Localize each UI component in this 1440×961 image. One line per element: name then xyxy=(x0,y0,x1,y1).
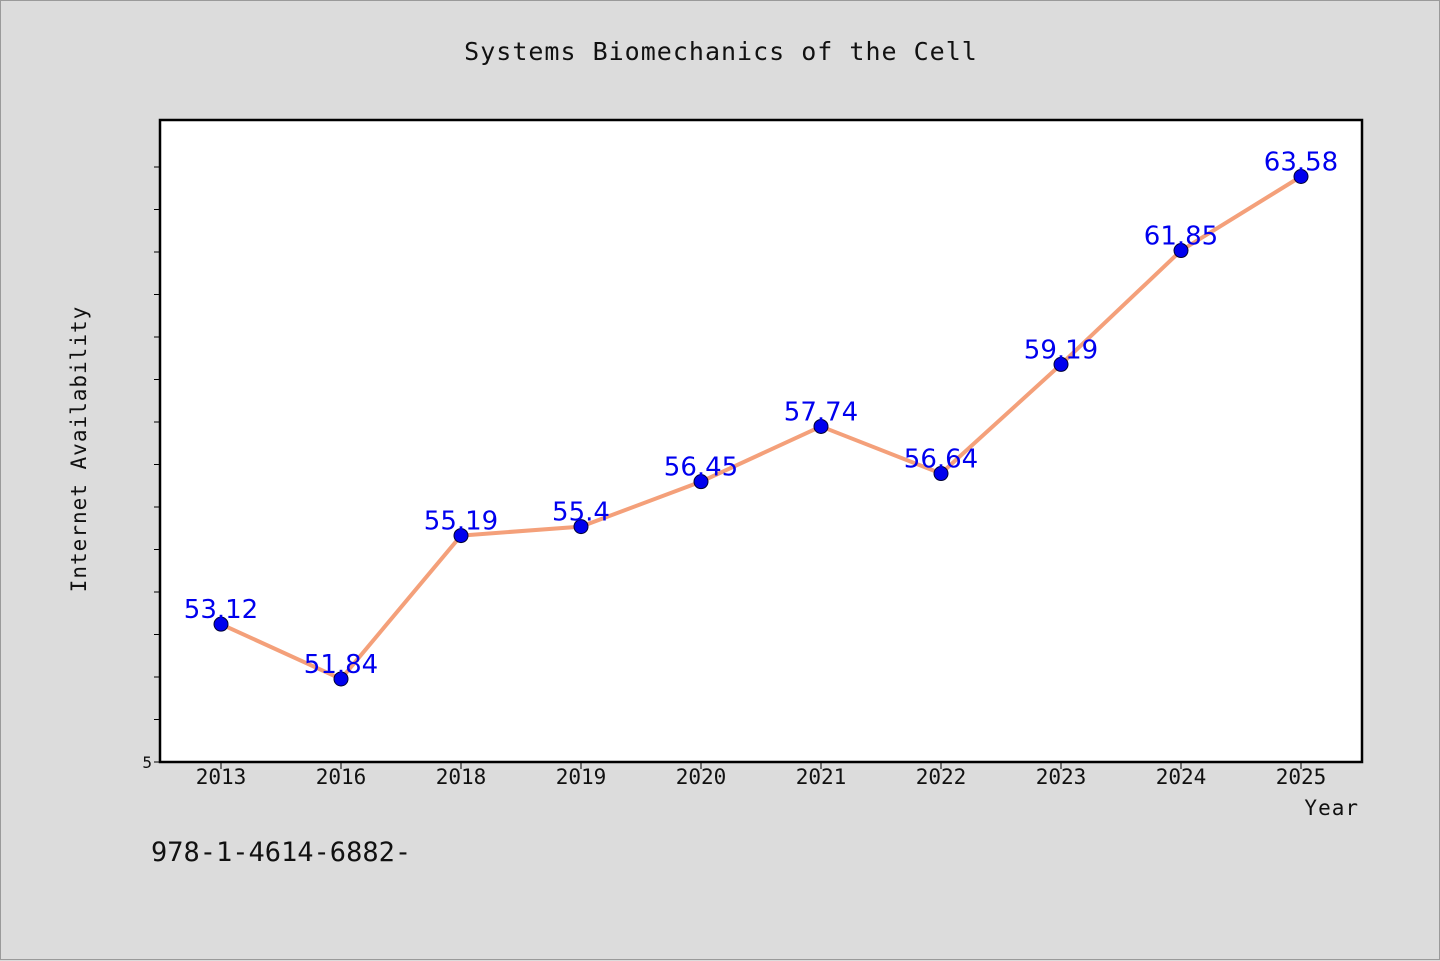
data-label: 51.84 xyxy=(304,650,378,680)
data-label: 55.19 xyxy=(424,507,498,537)
x-tick-label: 2023 xyxy=(1036,765,1087,789)
data-point xyxy=(333,671,349,687)
x-tick-label: 2022 xyxy=(916,765,967,789)
data-label: 56.45 xyxy=(664,453,738,483)
data-point xyxy=(1173,243,1189,259)
data-label: 56.64 xyxy=(904,445,978,475)
data-label: 53.12 xyxy=(184,595,258,625)
series-layer: 53.12 51.84 55.19 55.4 56.45 57.74 56.64 59.19 6… xyxy=(184,147,1338,687)
chart-title: Systems Biomechanics of the Cell xyxy=(464,37,978,66)
data-point xyxy=(453,528,469,544)
x-tick-label: 2021 xyxy=(796,765,847,789)
x-tick-label: 2020 xyxy=(676,765,727,789)
data-label: 55.4 xyxy=(552,498,610,528)
x-tick-label: 2016 xyxy=(316,765,367,789)
data-label: 61.85 xyxy=(1144,222,1218,252)
x-axis-label: Year xyxy=(1304,796,1359,820)
isbn-text: 978-1-4614-6882- xyxy=(151,837,412,868)
y-tick-label: 5 xyxy=(142,753,152,772)
data-label: 57.74 xyxy=(784,397,858,427)
data-point xyxy=(573,519,589,535)
data-point xyxy=(693,474,709,490)
data-label: 59.19 xyxy=(1024,335,1098,365)
data-point xyxy=(1053,356,1069,372)
data-point xyxy=(213,616,229,632)
data-point xyxy=(933,466,949,482)
x-tick-label: 2024 xyxy=(1156,765,1207,789)
data-label: 63.58 xyxy=(1264,147,1338,177)
x-tick-label: 2018 xyxy=(436,765,487,789)
data-point xyxy=(813,418,829,434)
x-tick-label: 2019 xyxy=(556,765,607,789)
x-axis-ticks: 2013 2016 2018 2019 2020 2021 2022 2023 2024 2025 xyxy=(196,762,1327,789)
y-axis-ticks: 5 xyxy=(142,166,160,772)
data-point xyxy=(1293,168,1309,184)
series-line xyxy=(220,174,1303,681)
x-tick-label: 2025 xyxy=(1276,765,1327,789)
x-tick-label: 2013 xyxy=(196,765,247,789)
